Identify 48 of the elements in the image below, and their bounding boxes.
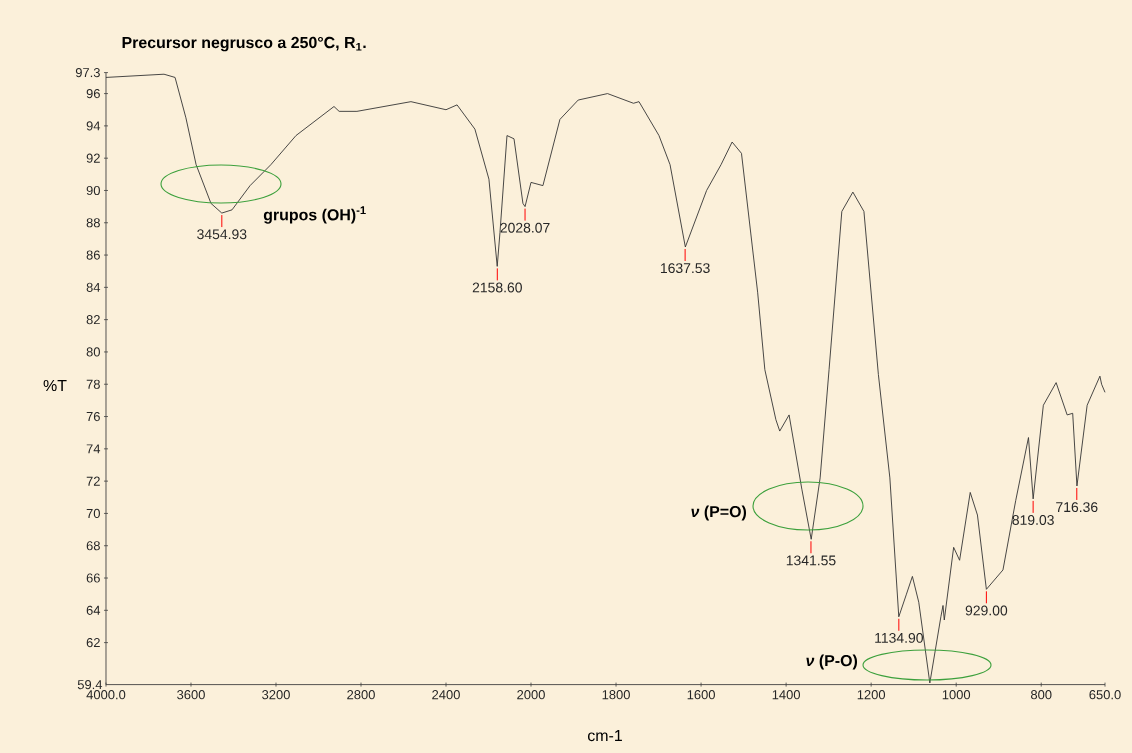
y-tick-label: 84 <box>86 282 101 292</box>
x-tick-label: 650.0 <box>1089 690 1121 700</box>
y-tick-label: 97.3 <box>75 68 100 78</box>
y-tick-label: 86 <box>86 250 100 260</box>
y-tick-label: 62 <box>86 638 100 648</box>
annotation: 2028.07 <box>500 222 550 233</box>
x-tick-label: 800 <box>1030 690 1052 700</box>
y-axis-title: %T <box>43 379 67 392</box>
annotation: 1637.53 <box>660 263 710 274</box>
y-tick-label: 64 <box>86 605 101 615</box>
y-tick-label: 72 <box>86 476 100 486</box>
annotation: 1341.55 <box>786 555 836 566</box>
chart-title: Precursor negrusco a 250°C, R$_{1}$. <box>122 36 366 52</box>
annotation: 716.36 <box>1056 502 1098 513</box>
x-tick-label: 2000 <box>517 690 545 700</box>
y-tick-label: 90 <box>86 185 100 196</box>
x-axis-title: cm-1 <box>587 730 622 742</box>
x-tick-label: 3600 <box>177 690 205 700</box>
x-tick-label: 1800 <box>602 690 630 700</box>
annotation: 1134.90 <box>875 632 923 643</box>
annotation: 819.03 <box>1012 515 1054 525</box>
y-tick-label: 78 <box>86 379 100 389</box>
annotation: 929.00 <box>965 605 1008 616</box>
x-tick-label: 2800 <box>347 690 375 700</box>
y-tick-label: 80 <box>86 347 100 357</box>
y-tick-label: 59.4 <box>77 680 103 690</box>
x-tick-label: 1400 <box>772 690 801 700</box>
annotation: 2158.60 <box>472 282 522 293</box>
annotation: ν (P=O) <box>691 505 747 521</box>
y-tick-label: 92 <box>86 153 100 163</box>
y-tick-label: 96 <box>86 89 100 99</box>
x-tick-label: 2400 <box>432 690 460 700</box>
annotation: ν (P-O) <box>806 654 858 670</box>
x-tick-label: 3200 <box>262 690 290 700</box>
y-tick-label: 94 <box>86 121 101 131</box>
x-tick-label: 1600 <box>687 690 715 700</box>
x-tick-label: 1000 <box>942 690 971 700</box>
x-tick-label: 1200 <box>857 690 886 700</box>
y-tick-label: 88 <box>86 218 100 228</box>
x-tick-label: 4000.0 <box>86 690 126 700</box>
y-tick-label: 82 <box>86 315 100 325</box>
y-tick-label: 68 <box>86 541 100 551</box>
y-tick-label: 74 <box>86 444 101 454</box>
annotation: grupos (OH)$^{-1}$ <box>263 206 366 224</box>
annotation: 3454.93 <box>197 229 247 240</box>
y-tick-label: 76 <box>86 411 100 422</box>
y-tick-label: 66 <box>86 573 100 583</box>
y-tick-label: 70 <box>86 508 100 519</box>
